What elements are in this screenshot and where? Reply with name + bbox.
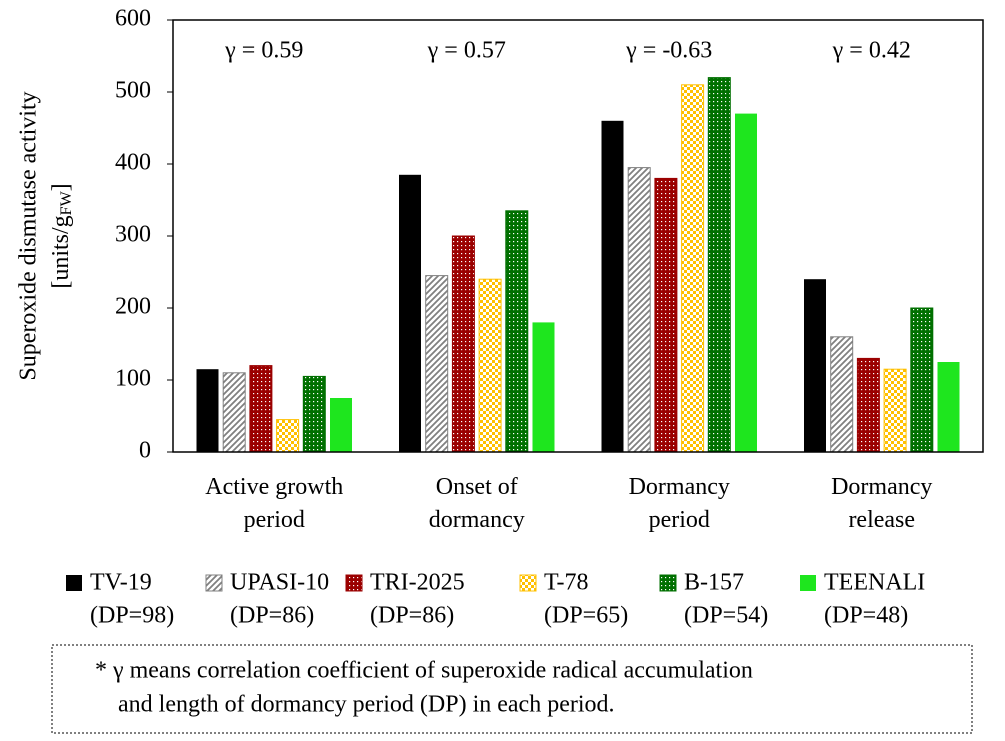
unit-sub: FW bbox=[58, 190, 75, 215]
bar bbox=[276, 419, 300, 453]
bar bbox=[451, 235, 475, 453]
unit-prefix: [units/g bbox=[48, 215, 74, 288]
bar bbox=[681, 84, 705, 453]
y-tick-label: 600 bbox=[115, 6, 151, 32]
legend-note: (DP=98) bbox=[90, 603, 174, 629]
legend-swatch bbox=[205, 574, 223, 592]
legend-swatch bbox=[345, 574, 363, 592]
bar bbox=[830, 336, 854, 453]
y-tick-label: 200 bbox=[115, 294, 151, 320]
legend-swatch bbox=[66, 575, 82, 591]
y-tick-label: 300 bbox=[115, 222, 151, 248]
bar bbox=[707, 77, 731, 453]
x-tick-label: Active growth period bbox=[205, 474, 343, 533]
bar bbox=[601, 120, 624, 453]
y-tick-label: 100 bbox=[115, 366, 151, 392]
legend-label: UPASI-10 bbox=[230, 570, 329, 596]
bar bbox=[627, 167, 651, 453]
legend-label: T-78 bbox=[544, 570, 588, 596]
bar bbox=[804, 279, 826, 452]
bar bbox=[399, 174, 421, 453]
legend-swatch bbox=[659, 574, 677, 592]
legend-note: (DP=86) bbox=[370, 603, 454, 629]
plot-frame bbox=[172, 19, 984, 453]
y-tick-label: 500 bbox=[115, 78, 151, 104]
bar bbox=[883, 368, 907, 453]
bar bbox=[856, 357, 880, 453]
annotation: γ = 0.57 bbox=[427, 38, 506, 64]
bar bbox=[196, 369, 219, 452]
unit-suffix: ] bbox=[48, 183, 74, 191]
bar bbox=[735, 113, 757, 452]
legend-label: TRI-2025 bbox=[370, 570, 465, 596]
bar bbox=[478, 278, 502, 453]
legend-note: (DP=65) bbox=[544, 603, 628, 629]
annotation: γ = 0.42 bbox=[832, 38, 911, 64]
legend-note: (DP=48) bbox=[824, 603, 908, 629]
bar bbox=[654, 177, 678, 453]
y-tick-label: 0 bbox=[139, 438, 151, 464]
bar bbox=[222, 372, 246, 453]
bar bbox=[302, 375, 326, 453]
bar bbox=[505, 210, 529, 453]
bar bbox=[910, 307, 934, 453]
annotation: γ = -0.63 bbox=[625, 38, 712, 64]
bar bbox=[249, 365, 273, 453]
footnote-line: and length of dormancy period (DP) in ea… bbox=[118, 692, 615, 718]
x-tick-label: Dormancy period bbox=[629, 474, 730, 533]
y-tick-label: 400 bbox=[115, 150, 151, 176]
annotation: γ = 0.59 bbox=[224, 38, 303, 64]
bar bbox=[330, 398, 352, 452]
bar bbox=[532, 322, 555, 452]
x-tick-label: Onset of dormancy bbox=[429, 474, 525, 533]
y-axis-unit: [units/gFW] bbox=[48, 183, 75, 288]
legend-label: TV-19 bbox=[90, 570, 152, 596]
bar bbox=[425, 275, 449, 453]
legend-note: (DP=86) bbox=[230, 603, 314, 629]
footnote-line: * γ means correlation coefficient of sup… bbox=[95, 658, 753, 684]
legend-swatch bbox=[519, 574, 537, 592]
legend-swatch bbox=[800, 575, 816, 591]
footnote-box bbox=[51, 644, 973, 734]
bar bbox=[937, 362, 960, 452]
y-axis-label: Superoxide dismutase activity bbox=[16, 91, 42, 380]
legend-note: (DP=54) bbox=[684, 603, 768, 629]
legend-label: TEENALI bbox=[824, 570, 925, 596]
legend-label: B-157 bbox=[684, 570, 744, 596]
x-tick-label: Dormancy release bbox=[831, 474, 932, 533]
